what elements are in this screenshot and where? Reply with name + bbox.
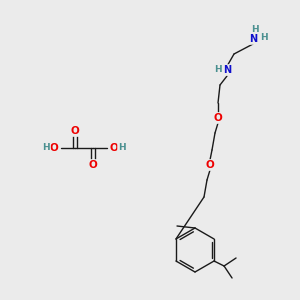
Text: H: H xyxy=(118,143,126,152)
Text: H: H xyxy=(251,25,259,34)
Text: O: O xyxy=(214,113,222,123)
Text: N: N xyxy=(249,34,257,44)
Text: O: O xyxy=(110,143,119,153)
Text: O: O xyxy=(88,160,98,170)
Text: N: N xyxy=(223,65,231,75)
Text: O: O xyxy=(70,126,80,136)
Text: O: O xyxy=(49,143,58,153)
Text: H: H xyxy=(260,34,268,43)
Text: O: O xyxy=(206,160,214,170)
Text: H: H xyxy=(42,143,50,152)
Text: H: H xyxy=(214,65,222,74)
